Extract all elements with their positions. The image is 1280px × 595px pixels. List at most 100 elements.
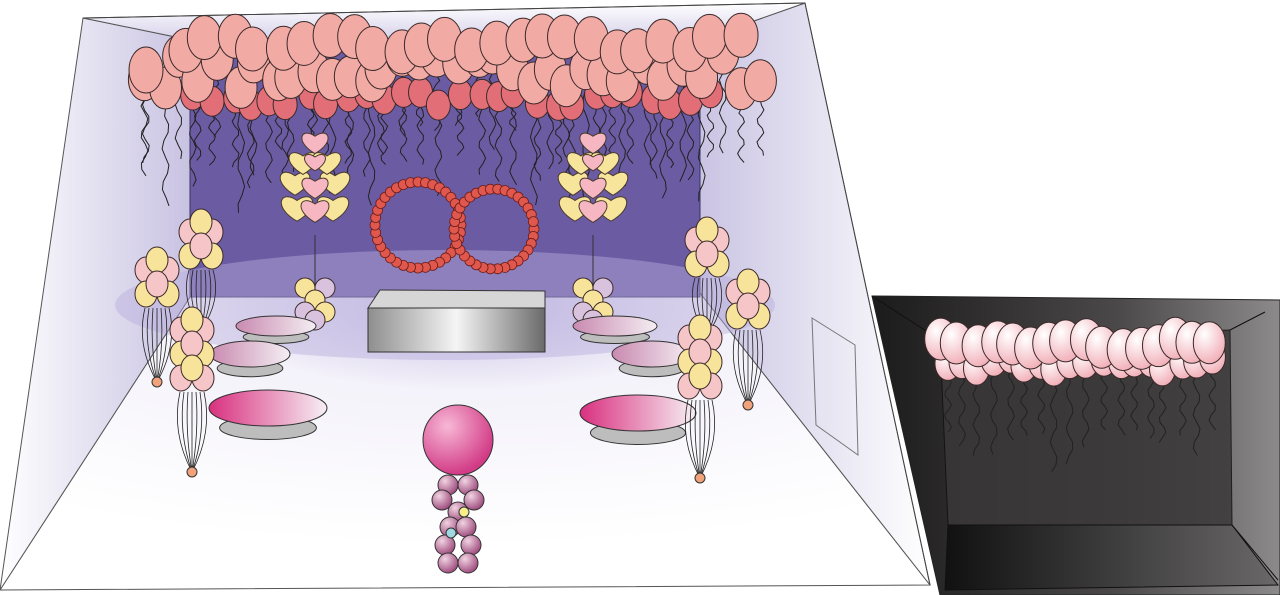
round-table [208,389,328,440]
round-tables [208,315,697,445]
heart-balloon [301,132,329,155]
round-table [235,315,317,344]
balloon-string [706,106,715,158]
balloon-bouquet [677,314,723,484]
balloon-string [478,108,487,175]
heart-balloon [301,177,329,200]
bouquet-balloon [180,306,204,334]
side-room-edge [1231,524,1279,581]
interlocked-rings [369,176,540,275]
balloon-string [626,106,635,164]
balloon-string [1117,375,1126,436]
column-top-balloon [422,404,494,476]
balloon-string [529,102,538,206]
heart-balloon-column-right [572,235,614,331]
balloon-string [246,119,255,189]
balloon-string [494,110,503,182]
ceiling-balloon [723,12,759,58]
balloon-string [666,118,675,169]
round-table [572,315,658,344]
balloon-string [1178,375,1187,436]
balloon-string [972,382,981,456]
balloon-string [533,117,542,181]
balloon-string [416,106,425,165]
ceiling-balloon [186,15,222,61]
balloon-string [380,113,389,165]
balloon-string [1037,376,1046,434]
balloon-string [554,118,563,165]
balloon-bouquet [684,216,730,341]
heart-balloon [582,154,604,172]
balloon-bouquets [134,208,771,484]
ceiling-balloon [355,25,391,71]
column-accent-balloon [458,506,470,518]
balloon-string [649,112,658,179]
ceiling-balloon [425,89,451,121]
heart-balloon-column-left [294,235,336,331]
heart-balloon [578,200,608,223]
balloon-string [161,108,170,207]
column-balloon [437,552,459,574]
balloon-bouquet [178,208,224,336]
balloon-string [618,100,627,187]
bouquet-balloon [145,246,169,274]
bouquet-balloon [695,216,719,244]
balloon-string [237,107,246,213]
round-table [611,340,693,378]
ceiling-balloon [235,26,271,72]
bouquet-balloon [189,232,213,260]
balloon-bouquet [134,246,180,388]
side-room-balloon [1192,321,1226,365]
balloon-string [141,92,150,164]
side-room [871,295,1280,595]
balloon-string [1020,379,1028,436]
balloon-string [456,108,465,156]
balloon-string [264,114,273,184]
balloon-string [989,373,998,455]
balloon-string [231,111,240,168]
bouquet-balloon [688,314,712,342]
balloon-string [957,375,966,447]
round-table [209,340,291,378]
balloon-string [608,106,616,155]
bouquet-balloon [736,268,760,296]
balloon-string [697,97,706,202]
bouquet-balloon [688,338,712,366]
balloon-string [1158,382,1167,443]
bouquet-balloon [688,362,712,390]
balloon-string [1208,370,1217,431]
ring-bead [527,216,539,228]
column-balloon [460,534,482,556]
balloon-string [1147,374,1156,439]
balloon-string [1081,375,1090,448]
balloon-string [193,100,202,161]
balloon-string [189,108,197,187]
bouquet-balloon [189,208,213,236]
balloon-string [208,114,217,166]
balloon-string [686,114,695,181]
heart-balloon-columns [279,132,629,331]
balloon-string [1192,374,1201,456]
balloon-string [367,100,376,206]
heart-balloon [300,200,330,223]
ceiling-balloon [692,13,728,59]
column-accent-balloon [445,527,457,539]
balloon-string [737,108,745,163]
heart-balloon [304,154,326,172]
balloon-string [1049,382,1058,473]
balloon-string [1065,375,1074,465]
balloon-string [756,100,765,156]
side-room-ceiling-balloons [924,316,1226,473]
balloon-string [140,99,149,177]
side-room-floor [944,524,1280,591]
side-room-edge [1229,311,1266,331]
bouquet-balloon [736,292,760,320]
ceiling-balloon-cluster [127,12,777,121]
balloon-string [509,106,517,186]
balloon-string [1130,373,1139,431]
bouquet-balloon [695,240,719,268]
heart-balloon [579,132,607,155]
column-balloon [431,489,453,511]
bouquet-balloon [180,354,204,382]
